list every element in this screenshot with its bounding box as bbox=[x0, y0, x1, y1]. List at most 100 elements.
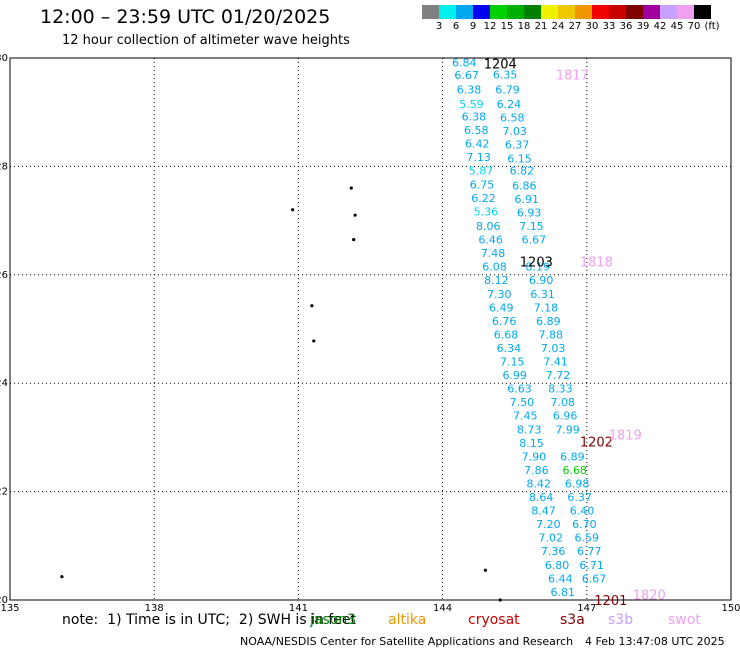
swh-value: 6.99 bbox=[502, 369, 527, 382]
legend-swatch bbox=[456, 5, 473, 19]
swh-value: 5.87 bbox=[469, 165, 494, 178]
pass-time-label: 1817 bbox=[556, 68, 589, 83]
pass-time-label: 1201 bbox=[594, 594, 627, 609]
legend-label: 6 bbox=[452, 21, 460, 32]
map-frame bbox=[9, 57, 732, 601]
legend-label: 45 bbox=[670, 21, 684, 32]
swh-value: 6.75 bbox=[470, 178, 495, 191]
swh-value: 6.68 bbox=[563, 464, 588, 477]
legend-label: 9 bbox=[469, 21, 477, 32]
legend-swatch bbox=[422, 5, 439, 19]
legend-swatch bbox=[473, 5, 490, 19]
swh-value: 6.15 bbox=[507, 152, 532, 165]
satellite-name: s3a bbox=[560, 612, 585, 628]
swh-value: 6.44 bbox=[548, 572, 573, 585]
swh-value: 7.03 bbox=[541, 342, 566, 355]
swh-value: 6.37 bbox=[567, 491, 592, 504]
island-marker bbox=[349, 186, 353, 190]
lon-tick-label: 138 bbox=[145, 603, 164, 614]
lat-tick-label: 22 bbox=[0, 487, 8, 498]
swh-value: 6.24 bbox=[497, 98, 522, 111]
legend-swatch bbox=[558, 5, 575, 19]
legend-label: 27 bbox=[568, 21, 582, 32]
legend-label: 21 bbox=[534, 21, 548, 32]
island-marker bbox=[353, 213, 357, 217]
legend-label: 42 bbox=[653, 21, 667, 32]
swh-value: 6.67 bbox=[522, 234, 547, 247]
swh-value: 6.49 bbox=[489, 301, 514, 314]
swh-value: 7.30 bbox=[487, 288, 512, 301]
footer-note: note: 1) Time is in UTC; 2) SWH is in fe… bbox=[62, 612, 356, 628]
satellite-name: swot bbox=[668, 612, 701, 628]
swh-value: 6.89 bbox=[560, 450, 585, 463]
island-marker bbox=[312, 339, 316, 343]
swh-value: 7.45 bbox=[513, 410, 538, 423]
swh-value: 8.33 bbox=[548, 383, 573, 396]
lat-tick-label: 28 bbox=[0, 161, 8, 172]
lat-tick-label: 24 bbox=[0, 378, 8, 389]
pass-time-label: 1820 bbox=[633, 589, 666, 604]
legend-label: 15 bbox=[500, 21, 514, 32]
island-marker bbox=[352, 237, 356, 242]
legend-swatch bbox=[660, 5, 677, 19]
lat-tick-label: 20 bbox=[0, 595, 8, 606]
legend-label: 30 bbox=[585, 21, 599, 32]
legend-label: 33 bbox=[602, 21, 616, 32]
swh-value: 6.67 bbox=[582, 572, 607, 585]
pass-time-label: 1204 bbox=[484, 57, 517, 72]
swh-value: 6.22 bbox=[471, 192, 496, 205]
swh-value: 8.12 bbox=[484, 274, 509, 287]
swh-value: 6.68 bbox=[494, 328, 519, 341]
lat-tick-label: 26 bbox=[0, 270, 8, 281]
swh-value: 6.46 bbox=[478, 234, 503, 247]
page-subtitle: 12 hour collection of altimeter wave hei… bbox=[62, 33, 350, 48]
swh-value: 7.02 bbox=[539, 532, 564, 545]
swh-value: 6.58 bbox=[500, 112, 525, 125]
swh-value: 7.36 bbox=[541, 545, 566, 558]
island-marker bbox=[498, 598, 502, 602]
credit-line: NOAA/NESDIS Center for Satellite Applica… bbox=[240, 635, 574, 648]
swh-value: 6.08 bbox=[482, 261, 507, 274]
swh-value: 6.37 bbox=[505, 139, 530, 152]
swh-value: 7.86 bbox=[524, 464, 549, 477]
legend-label: (ft) bbox=[704, 21, 720, 32]
legend-swatch bbox=[575, 5, 592, 19]
swh-value: 6.98 bbox=[565, 477, 590, 490]
legend-label: 36 bbox=[619, 21, 633, 32]
swh-value: 7.08 bbox=[551, 396, 576, 409]
swh-value: 7.13 bbox=[466, 151, 491, 164]
swh-value: 6.93 bbox=[517, 206, 542, 219]
island-marker bbox=[60, 575, 64, 579]
legend-swatch bbox=[609, 5, 626, 19]
pass-time-label: 1203 bbox=[520, 255, 553, 270]
legend-swatch bbox=[490, 5, 507, 19]
swh-value: 8.15 bbox=[519, 437, 544, 450]
swh-value: 6.91 bbox=[514, 193, 539, 206]
swh-value: 6.84 bbox=[452, 56, 477, 69]
island-marker bbox=[310, 304, 314, 308]
island-marker bbox=[291, 208, 295, 212]
swh-value: 6.31 bbox=[530, 288, 555, 301]
swh-value: 6.35 bbox=[493, 68, 518, 81]
generated-time: 4 Feb 13:47:08 UTC 2025 bbox=[585, 635, 725, 648]
swh-value: 6.77 bbox=[577, 545, 602, 558]
legend-swatch bbox=[541, 5, 558, 19]
legend-label: 24 bbox=[551, 21, 565, 32]
swh-value: 7.50 bbox=[510, 396, 535, 409]
satellite-name: s3b bbox=[608, 612, 634, 628]
swh-value: 7.20 bbox=[536, 518, 561, 531]
swh-value: 6.34 bbox=[497, 342, 522, 355]
swh-value: 6.81 bbox=[551, 586, 576, 599]
legend-swatch bbox=[592, 5, 609, 19]
satellite-name: jason3 bbox=[310, 612, 357, 628]
pass-time-label: 1819 bbox=[609, 429, 642, 444]
pass-time-label: 1202 bbox=[580, 436, 613, 451]
swh-value: 7.15 bbox=[500, 356, 525, 369]
swh-value: 7.41 bbox=[543, 356, 568, 369]
pass-time-label: 1818 bbox=[580, 255, 613, 270]
legend-label: 39 bbox=[636, 21, 650, 32]
swh-value: 6.80 bbox=[545, 559, 570, 572]
lon-tick-label: 144 bbox=[433, 603, 452, 614]
swh-value: 6.38 bbox=[457, 83, 482, 96]
